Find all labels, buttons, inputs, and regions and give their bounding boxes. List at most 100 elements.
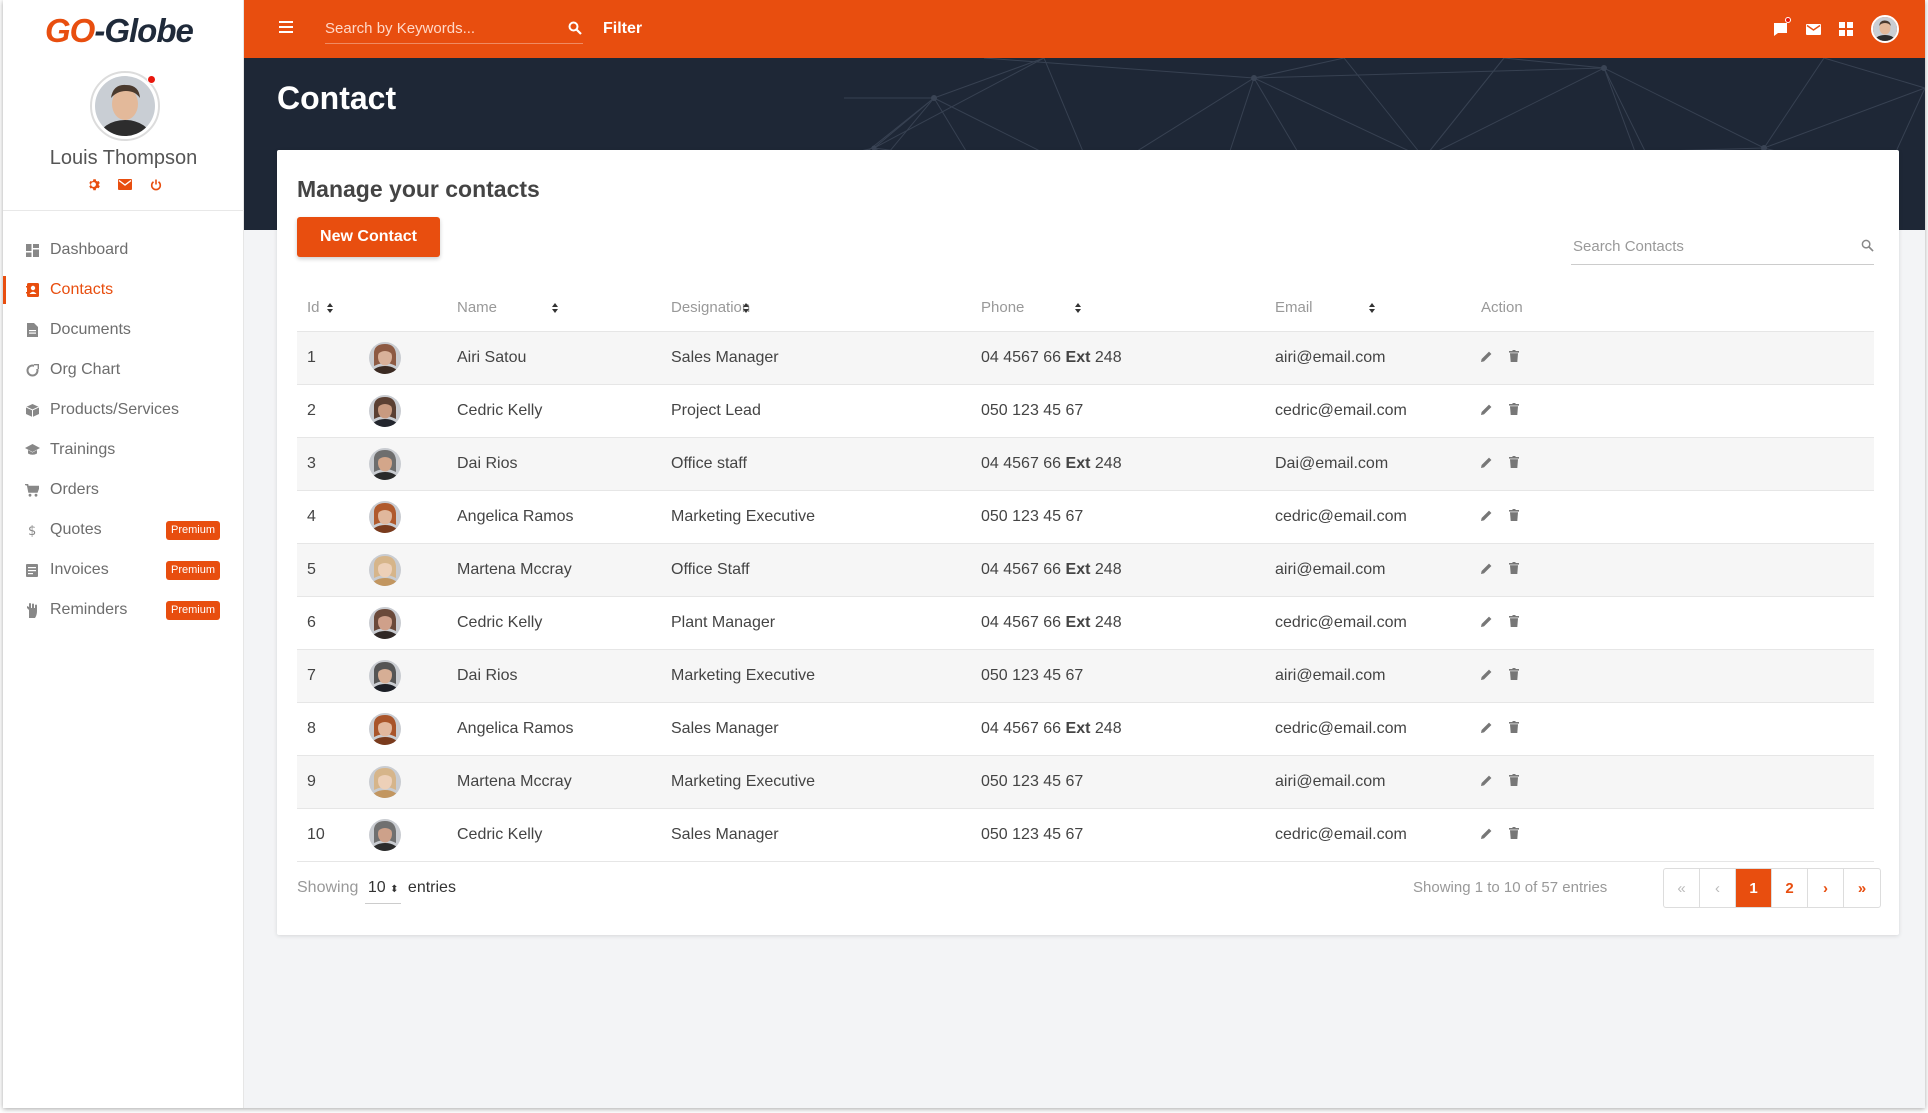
contact-avatar[interactable] (369, 447, 401, 480)
table-row[interactable]: 3 Dai Rios Office staff 04 4567 66 Ext 248 D… (297, 437, 1874, 491)
column-header-email[interactable]: Email (1265, 285, 1471, 332)
filter-button[interactable]: Filter (603, 20, 643, 37)
new-contact-button[interactable]: New Contact (297, 217, 440, 257)
column-header-id[interactable]: Id (297, 285, 359, 332)
table-row[interactable]: 6 Cedric Kelly Plant Manager 04 4567 66 Ext… (297, 596, 1874, 650)
column-header-phone[interactable]: Phone (971, 285, 1265, 332)
next-page-button[interactable]: › (1808, 869, 1844, 907)
cell-id: 8 (297, 702, 359, 756)
box-icon (24, 402, 40, 418)
cell-phone: 050 123 45 67 (971, 490, 1265, 544)
table-row[interactable]: 8 Angelica Ramos Sales Manager 04 4567 66 E… (297, 702, 1874, 756)
table-row[interactable]: 1 Airi Satou Sales Manager 04 4567 66 Ext 2… (297, 331, 1874, 385)
last-page-button[interactable]: » (1857, 879, 1867, 897)
edit-icon[interactable] (1481, 720, 1492, 738)
cell-email: cedric@email.com (1265, 808, 1471, 862)
contact-avatar[interactable] (369, 500, 401, 533)
edit-icon[interactable] (1481, 455, 1492, 473)
edit-icon[interactable] (1481, 561, 1492, 579)
delete-icon[interactable] (1509, 508, 1519, 526)
hamburger-menu-icon[interactable] (279, 21, 293, 33)
power-icon[interactable] (148, 177, 163, 192)
profile-avatar[interactable] (90, 71, 160, 141)
page-size-select[interactable]: 10 ⬍ (364, 879, 402, 904)
sidebar-item-contacts[interactable]: Contacts (3, 270, 244, 310)
contact-avatar[interactable] (369, 712, 401, 745)
column-header-name[interactable]: Name (447, 285, 661, 332)
sidebar-item-dashboard[interactable]: Dashboard (3, 230, 244, 270)
cell-actions (1471, 490, 1874, 544)
user-avatar[interactable] (1871, 15, 1899, 43)
cell-phone: 04 4567 66 Ext 248 (971, 331, 1265, 385)
delete-icon[interactable] (1509, 720, 1519, 738)
sort-icon[interactable] (1075, 303, 1081, 313)
sort-icon[interactable] (1369, 303, 1375, 313)
edit-icon[interactable] (1481, 614, 1492, 632)
sort-icon[interactable] (552, 303, 558, 313)
phone-number: 050 123 45 67 (981, 507, 1084, 525)
column-header-designation[interactable]: Designation (661, 285, 971, 332)
topbar-actions (1772, 15, 1899, 43)
cell-actions (1471, 649, 1874, 703)
phone-number: 04 4567 66 (981, 348, 1062, 366)
sidebar-item-quotes[interactable]: $ Quotes Premium (3, 510, 244, 550)
delete-icon[interactable] (1509, 773, 1519, 791)
table-row[interactable]: 5 Martena Mccray Office Staff 04 4567 66 Ex… (297, 543, 1874, 597)
gear-icon[interactable] (86, 177, 101, 192)
apps-grid-icon[interactable] (1838, 21, 1854, 37)
cell-actions (1471, 543, 1874, 597)
delete-icon[interactable] (1509, 826, 1519, 844)
search-icon[interactable] (568, 21, 582, 40)
edit-icon[interactable] (1481, 773, 1492, 791)
mail-icon[interactable] (117, 177, 132, 192)
edit-icon[interactable] (1481, 508, 1492, 526)
brand-logo[interactable]: GO-Globe (45, 12, 194, 49)
contact-avatar[interactable] (369, 606, 401, 639)
delete-icon[interactable] (1509, 614, 1519, 632)
mail-icon[interactable] (1805, 21, 1821, 37)
sidebar-item-documents[interactable]: Documents (3, 310, 244, 350)
sidebar-item-trainings[interactable]: Trainings (3, 430, 244, 470)
search-contacts-input[interactable]: Search Contacts (1571, 235, 1874, 265)
sort-icon[interactable] (327, 303, 333, 313)
first-page-button[interactable]: « (1664, 869, 1700, 907)
edit-icon[interactable] (1481, 667, 1492, 685)
table-row[interactable]: 7 Dai Rios Marketing Executive 050 123 45 6… (297, 649, 1874, 703)
search-icon[interactable] (1861, 239, 1874, 256)
contact-avatar[interactable] (369, 553, 401, 586)
edit-icon[interactable] (1481, 826, 1492, 844)
table-row[interactable]: 2 Cedric Kelly Project Lead 050 123 45 67 ce… (297, 384, 1874, 438)
sidebar-item-orders[interactable]: Orders (3, 470, 244, 510)
contact-avatar[interactable] (369, 818, 401, 851)
keyword-search-input[interactable]: Search by Keywords... (325, 20, 583, 44)
table-row[interactable]: 9 Martena Mccray Marketing Executive 050 12… (297, 755, 1874, 809)
sidebar-item-invoices[interactable]: Invoices Premium (3, 550, 244, 590)
delete-icon[interactable] (1509, 561, 1519, 579)
contact-avatar[interactable] (369, 765, 401, 798)
cell-email: airi@email.com (1265, 331, 1471, 385)
premium-badge: Premium (166, 601, 221, 620)
table-row[interactable]: 10 Cedric Kelly Sales Manager 050 123 45 67… (297, 808, 1874, 862)
sidebar-item-org-chart[interactable]: Org Chart (3, 350, 244, 390)
edit-icon[interactable] (1481, 349, 1492, 367)
chat-icon[interactable] (1772, 17, 1791, 37)
edit-icon[interactable] (1481, 402, 1492, 420)
sidebar-item-reminders[interactable]: Reminders Premium (3, 590, 244, 630)
sidebar-item-products-services[interactable]: Products/Services (3, 390, 244, 430)
delete-icon[interactable] (1509, 402, 1519, 420)
page-button-1[interactable]: 1 (1736, 869, 1772, 907)
table-row[interactable]: 4 Angelica Ramos Marketing Executive 050 12… (297, 490, 1874, 544)
sidebar-item-label: Invoices (50, 561, 109, 578)
delete-icon[interactable] (1509, 455, 1519, 473)
delete-icon[interactable] (1509, 667, 1519, 685)
delete-icon[interactable] (1509, 349, 1519, 367)
contact-avatar[interactable] (369, 394, 401, 427)
cell-email: airi@email.com (1265, 649, 1471, 703)
contact-avatar[interactable] (369, 659, 401, 692)
contact-avatar[interactable] (369, 341, 401, 374)
phone-number: 050 123 45 67 (981, 666, 1084, 684)
prev-page-button[interactable]: ‹ (1700, 869, 1736, 907)
page-button-2[interactable]: 2 (1772, 869, 1808, 907)
sort-icon[interactable] (743, 303, 749, 313)
sidebar-item-label: Contacts (50, 281, 114, 298)
